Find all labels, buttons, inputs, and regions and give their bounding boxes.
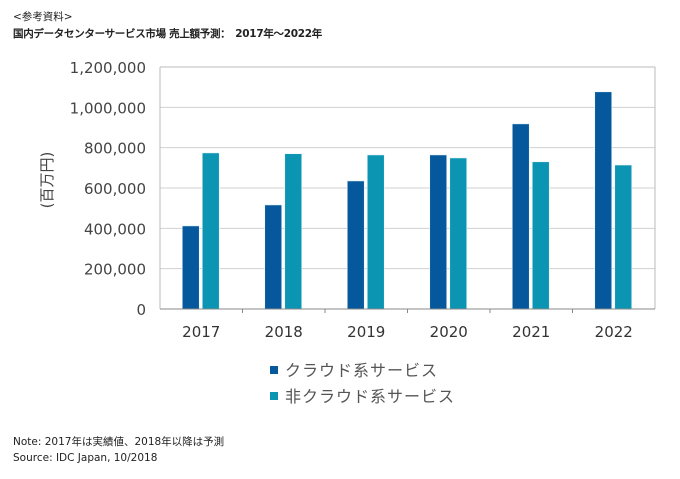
legend-item-cloud: クラウド系サービス [270, 357, 438, 381]
legend-label-cloud: クラウド系サービス [285, 361, 439, 380]
legend-swatch-cloud [270, 365, 278, 374]
bar-2017-non-cloud [201, 152, 220, 310]
bar-2022-cloud [594, 91, 613, 310]
y-axis-title: (百万円) [38, 152, 56, 209]
x-tick-label: 2020 [430, 323, 468, 341]
y-tick-label: 400,000 [84, 220, 146, 238]
y-tick-label: 800,000 [84, 140, 146, 158]
legend-label-non-cloud: 非クラウド系サービス [285, 387, 456, 406]
chart-title: 国内データセンターサービス市場 売上額予測： 2017年～2022年 [13, 28, 322, 40]
y-tick-label: 0 [136, 301, 146, 319]
x-tick-label: 2018 [265, 323, 303, 341]
x-tick-label: 2017 [182, 323, 220, 341]
bar-2020-cloud [429, 154, 448, 310]
bar-2018-non-cloud [284, 153, 303, 310]
footnote: Note: 2017年は実績値、2018年以降は予測 [13, 436, 225, 448]
y-tick-label: 1,200,000 [70, 59, 146, 77]
bar-2019-cloud [346, 180, 365, 310]
bar-2020-non-cloud [449, 157, 468, 310]
bar-2021-non-cloud [531, 161, 550, 310]
x-tick-label: 2019 [347, 323, 385, 341]
x-tick-label: 2022 [595, 323, 633, 341]
y-tick-label: 600,000 [84, 180, 146, 198]
x-tick-label: 2021 [512, 323, 550, 341]
bar-2022-non-cloud [614, 164, 633, 310]
bar-2019-non-cloud [366, 154, 385, 310]
bar-2018-cloud [264, 204, 283, 310]
y-tick-label: 1,000,000 [70, 99, 146, 117]
y-tick-label: 200,000 [84, 261, 146, 279]
legend-swatch-non-cloud [270, 391, 278, 400]
legend-item-non-cloud: 非クラウド系サービス [270, 383, 455, 407]
source: Source: IDC Japan, 10/2018 [13, 452, 158, 464]
bar-2021-cloud [511, 123, 530, 310]
reference-label: <参考資料> [13, 11, 73, 23]
bar-2017-cloud [181, 225, 200, 310]
